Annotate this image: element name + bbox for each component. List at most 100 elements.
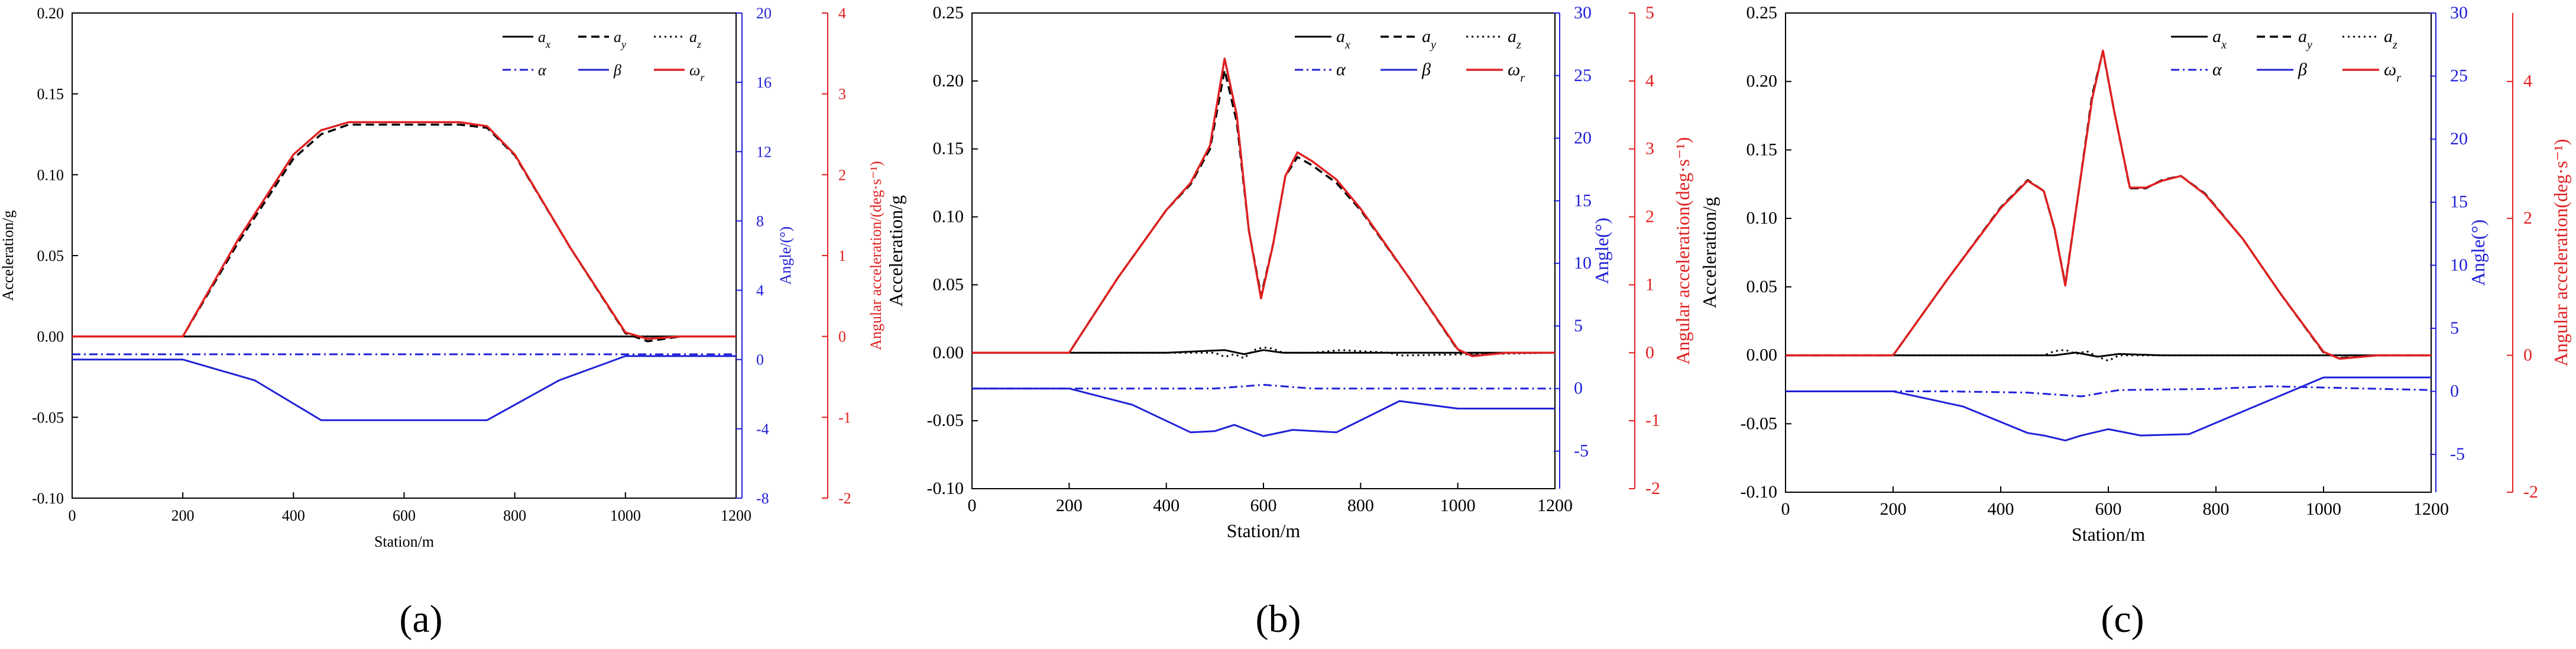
- legend-label-ax: ax: [1336, 27, 1350, 51]
- omega-tick-label: 3: [1645, 139, 1654, 159]
- angle-axis-label: Angle/(°): [777, 227, 794, 285]
- omega-axis-label: Angular acceleration/(deg·s⁻¹): [867, 161, 884, 350]
- angle-tick-label: 4: [756, 282, 764, 299]
- y-tick-label: 0.10: [37, 166, 64, 183]
- y-tick-label: -0.10: [32, 490, 64, 507]
- y-tick-label: 0.15: [933, 139, 964, 159]
- y-tick-label: 0.15: [37, 86, 64, 103]
- omega-tick-label: 2: [1645, 207, 1654, 227]
- omega-tick-label: -2: [1645, 479, 1660, 498]
- angle-tick-label: 12: [756, 143, 772, 160]
- angle-tick-label: 5: [2450, 318, 2459, 338]
- omega-axis-label: Angular acceleration(deg·s⁻¹): [2550, 139, 2571, 367]
- x-tick-label: 800: [1347, 496, 1374, 515]
- angle-tick-label: -4: [756, 421, 769, 438]
- x-tick-label: 400: [282, 507, 305, 524]
- legend-label-az: az: [2384, 27, 2397, 51]
- chart-panel-3: 0 200 400 600 800 1000 1200Station/m-0.10-0.05…: [1699, 3, 2571, 641]
- y-tick-label: 0.05: [37, 247, 64, 264]
- y-axis-label: Acceleration/g: [885, 195, 906, 306]
- legend: ax ay az α β ωr: [2171, 27, 2401, 85]
- angle-tick-label: 16: [756, 74, 772, 91]
- x-tick-label: 1000: [1440, 496, 1476, 515]
- omega-tick-label: -2: [838, 490, 851, 507]
- omega-tick-label: 4: [2523, 72, 2532, 91]
- x-tick-label: 1200: [2413, 499, 2449, 519]
- omega-tick-label: 2: [838, 166, 846, 183]
- y-axis-label: Acceleration/g: [0, 210, 17, 301]
- series-ax: [972, 349, 1555, 356]
- legend-label-alpha: α: [538, 62, 547, 79]
- angle-axis-label: Angle(°): [1591, 218, 1612, 284]
- legend-label-beta: β: [613, 62, 621, 79]
- y-tick-label: 0.20: [1747, 72, 1778, 91]
- angle-tick-label: 30: [1574, 3, 1592, 22]
- y-tick-label: 0.05: [933, 275, 964, 294]
- series-omega: [72, 121, 736, 340]
- angle-tick-label: -5: [1574, 441, 1589, 461]
- y-tick-label: -0.10: [1741, 482, 1778, 502]
- angle-tick-label: 15: [1574, 190, 1592, 210]
- omega-tick-label: 1: [838, 247, 846, 264]
- angle-tick-label: -8: [756, 490, 769, 507]
- legend-label-az: az: [1508, 27, 1521, 51]
- omega-tick-label: 2: [2523, 208, 2532, 228]
- y-tick-label: 0.25: [933, 3, 964, 22]
- x-tick-label: 200: [1056, 496, 1083, 515]
- angle-tick-label: 10: [1574, 253, 1592, 273]
- omega-tick-label: 0: [1645, 343, 1654, 362]
- angle-tick-label: 20: [756, 5, 772, 22]
- panel-label: (c): [2101, 598, 2144, 641]
- angle-tick-label: 8: [756, 212, 764, 230]
- y-tick-label: 0.25: [1747, 3, 1778, 22]
- omega-tick-label: 3: [838, 86, 846, 103]
- omega-tick-label: -1: [1645, 411, 1660, 430]
- omega-tick-label: 0: [838, 328, 846, 346]
- omega-tick-label: 4: [1645, 71, 1654, 91]
- x-tick-label: 0: [69, 507, 76, 524]
- series-alpha: [972, 383, 1555, 390]
- y-tick-label: 0.10: [1747, 208, 1778, 228]
- x-axis-label: Station/m: [1227, 520, 1301, 541]
- y-tick-label: 0.00: [37, 328, 64, 346]
- legend-label-omega: ωr: [2384, 60, 2401, 85]
- x-tick-label: 200: [171, 507, 195, 524]
- x-tick-label: 800: [2203, 499, 2230, 519]
- legend: ax ay az α β ωr: [1295, 27, 1525, 85]
- x-tick-label: 0: [968, 496, 977, 515]
- series-beta: [972, 388, 1555, 437]
- angle-tick-label: 0: [756, 351, 764, 369]
- angle-tick-label: 25: [2450, 66, 2468, 86]
- angle-tick-label: 15: [2450, 192, 2468, 212]
- omega-tick-label: 5: [1645, 3, 1654, 22]
- angle-tick-label: 20: [1574, 128, 1592, 148]
- y-tick-label: 0.15: [1747, 140, 1778, 159]
- legend-label-ax: ax: [538, 28, 550, 50]
- x-axis-label: Station/m: [2072, 524, 2146, 545]
- x-tick-label: 600: [2095, 499, 2122, 519]
- omega-tick-label: -2: [2523, 482, 2538, 502]
- y-tick-label: 0.20: [933, 71, 964, 91]
- legend-label-alpha: α: [1336, 60, 1346, 79]
- x-tick-label: 1200: [721, 507, 751, 524]
- omega-tick-label: 1: [1645, 275, 1654, 294]
- omega-tick-label: -1: [838, 409, 851, 426]
- x-tick-label: 1000: [2306, 499, 2341, 519]
- angle-tick-label: 0: [2450, 381, 2459, 401]
- series-ay: [72, 123, 736, 343]
- legend-label-ay: ay: [614, 28, 626, 50]
- omega-tick-label: 0: [2523, 346, 2532, 365]
- x-tick-label: 600: [393, 507, 416, 524]
- legend-label-ay: ay: [1422, 27, 1436, 51]
- legend-label-alpha: α: [2212, 60, 2222, 79]
- series-alpha: [1786, 385, 2432, 398]
- x-tick-label: 1200: [1537, 496, 1573, 515]
- x-tick-label: 400: [1988, 499, 2014, 519]
- y-tick-label: -0.10: [927, 479, 964, 498]
- angle-tick-label: 10: [2450, 255, 2468, 275]
- x-tick-label: 0: [1781, 499, 1790, 519]
- angle-tick-label: 25: [1574, 66, 1592, 85]
- x-tick-label: 400: [1153, 496, 1180, 515]
- legend-label-ax: ax: [2212, 27, 2227, 51]
- series-ay: [1786, 50, 2431, 359]
